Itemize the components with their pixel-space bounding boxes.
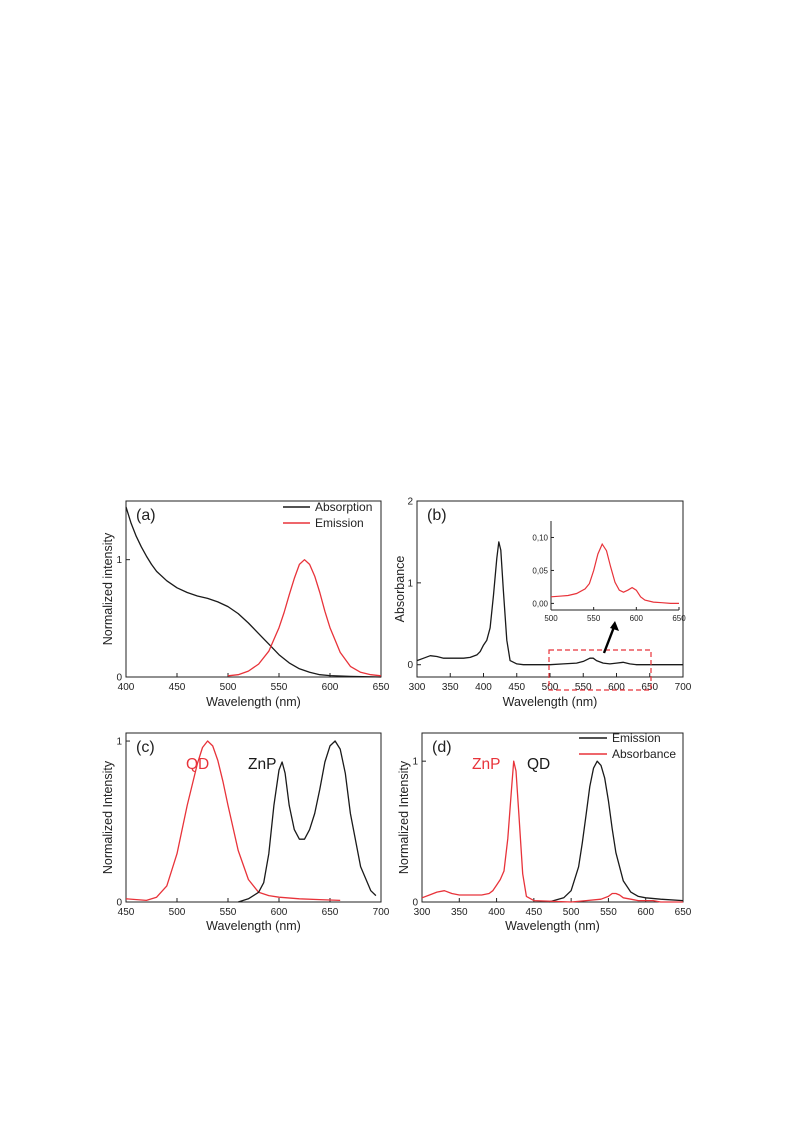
inset-x-tick-label: 550 [587, 614, 601, 623]
inset-x-tick-label: 500 [544, 614, 558, 623]
y-tick-label: 0 [116, 898, 122, 909]
series-label: ZnP [248, 756, 276, 773]
x-tick-label: 550 [271, 682, 288, 693]
x-tick-label: 300 [409, 682, 426, 693]
x-tick-label: 400 [488, 907, 505, 918]
series-line-emission [227, 559, 382, 677]
x-tick-label: 550 [600, 907, 617, 918]
inset-y-tick-label: 0,05 [532, 566, 548, 575]
x-tick-label: 650 [322, 907, 339, 918]
series-line-1 [416, 541, 683, 666]
x-axis-label: Wavelength (nm) [206, 919, 301, 933]
x-tick-label: 350 [442, 682, 459, 693]
legend-entry: Emission [315, 516, 364, 530]
plot-frame [125, 732, 382, 903]
x-tick-label: 400 [475, 682, 492, 693]
x-tick-label: 400 [118, 682, 135, 693]
x-tick-label: 450 [118, 907, 135, 918]
legend-entry: Absorption [315, 500, 372, 514]
y-axis-label: Normalized Intensity [101, 760, 115, 874]
x-tick-label: 700 [675, 682, 692, 693]
legend-entry: Emission [612, 731, 661, 745]
zoom-arrow [602, 626, 616, 654]
chart-panel-d: 300 350 400 450 500 550 600 650 0 1 Wavelength (nm… [397, 731, 692, 933]
series-label: QD [186, 756, 209, 773]
x-tick-label: 650 [373, 682, 390, 693]
x-tick-label: 550 [220, 907, 237, 918]
y-axis-label: Normalized intensity [101, 532, 115, 645]
legend-entry: Absorbance [612, 747, 676, 761]
y-tick-label: 0 [412, 898, 418, 909]
y-tick-label: 1 [116, 737, 122, 748]
x-axis-label: Wavelength (nm) [505, 919, 600, 933]
plot-frame [421, 732, 684, 903]
inset-x-tick-label: 600 [630, 614, 644, 623]
chart-panel-b: 300 350 400 450 500 550 600 650 700 0 1 2 Wavelength… [393, 497, 692, 710]
panel-label: (b) [427, 507, 447, 524]
inset-series-line [550, 542, 679, 605]
zoom-arrow-head [610, 621, 619, 631]
x-tick-label: 450 [526, 907, 543, 918]
panel-label: (d) [432, 739, 452, 756]
y-axis-label: Normalized Intensity [397, 760, 411, 874]
panel-label: (c) [136, 739, 155, 756]
x-tick-label: 600 [637, 907, 654, 918]
x-tick-label: 600 [271, 907, 288, 918]
x-tick-label: 650 [641, 682, 658, 693]
plot-frame [125, 500, 382, 678]
x-tick-label: 500 [169, 907, 186, 918]
x-tick-label: 450 [508, 682, 525, 693]
x-tick-label: 600 [608, 682, 625, 693]
y-tick-label: 1 [407, 578, 413, 589]
inset-chart: 500 550 600 650 0,00 0,05 0,10 [532, 521, 686, 623]
y-tick-label: 2 [407, 497, 413, 508]
x-tick-label: 500 [542, 682, 559, 693]
series-line-znp [238, 740, 377, 903]
inset-y-tick-label: 0,10 [532, 533, 548, 542]
x-tick-label: 600 [322, 682, 339, 693]
inset-y-tick-label: 0,00 [532, 599, 548, 608]
zoom-region-box [548, 649, 652, 691]
chart-panel-a: 400 450 500 550 600 650 0 1 Wavelength (nm) Norma… [101, 500, 390, 709]
x-tick-label: 500 [220, 682, 237, 693]
x-tick-label: 650 [675, 907, 692, 918]
x-tick-label: 450 [169, 682, 186, 693]
x-tick-label: 550 [575, 682, 592, 693]
series-label: QD [527, 756, 550, 773]
series-line-absorption [125, 506, 382, 678]
series-line-absorbance [421, 760, 683, 903]
chart-panel-c: 450 500 550 600 650 700 0 1 Wavelength (nm) Norma… [101, 732, 390, 933]
y-tick-label: 0 [407, 660, 413, 671]
y-tick-label: 1 [412, 757, 418, 768]
series-line-emission [548, 760, 684, 903]
x-tick-label: 700 [373, 907, 390, 918]
y-axis-label: Absorbance [393, 556, 407, 623]
series-line-qd [125, 740, 341, 902]
y-tick-label: 0 [116, 673, 122, 684]
panel-label: (a) [136, 507, 156, 524]
x-tick-label: 500 [563, 907, 580, 918]
y-tick-label: 1 [116, 555, 122, 566]
series-label: ZnP [472, 756, 500, 773]
x-axis-label: Wavelength (nm) [206, 695, 301, 709]
x-axis-label: Wavelength (nm) [503, 695, 598, 709]
x-tick-label: 350 [451, 907, 468, 918]
x-tick-label: 300 [414, 907, 431, 918]
inset-x-tick-label: 650 [672, 614, 686, 623]
